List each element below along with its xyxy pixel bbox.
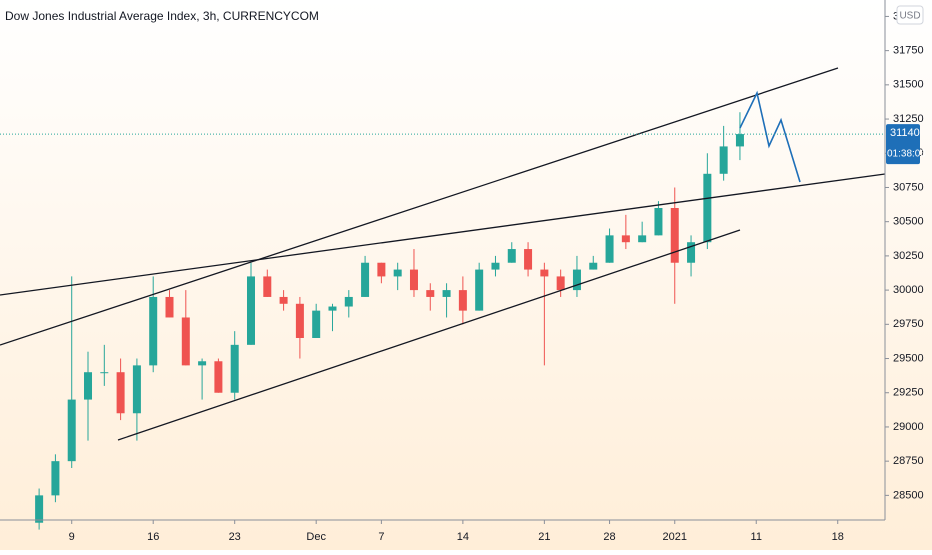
y-tick-label: 30500 xyxy=(893,216,924,228)
y-tick-label: 28750 xyxy=(893,455,924,467)
candle-body xyxy=(181,317,190,366)
candle-body xyxy=(735,134,744,147)
y-tick-label: 31250 xyxy=(893,113,924,125)
chart-title: Dow Jones Industrial Average Index, 3h, … xyxy=(5,9,319,23)
trend-line xyxy=(0,67,839,346)
candle-body xyxy=(312,310,321,338)
candle-body xyxy=(344,296,353,307)
candle-body xyxy=(719,146,728,174)
candle-body xyxy=(507,249,516,263)
candle-body xyxy=(116,372,125,414)
candle-body xyxy=(556,276,565,291)
candle-body xyxy=(540,269,549,277)
y-tick-label: 28500 xyxy=(893,489,924,501)
candle-body xyxy=(393,269,402,277)
candle-body xyxy=(687,242,696,263)
y-tick-label: 29250 xyxy=(893,387,924,399)
y-tick-label: 30000 xyxy=(893,284,924,296)
countdown-label: 01:38:03 xyxy=(887,149,926,160)
x-tick-label: Dec xyxy=(306,531,326,543)
candle-body xyxy=(35,495,44,523)
candle-body xyxy=(361,262,370,297)
candle-body xyxy=(572,269,581,291)
x-tick-label: 14 xyxy=(457,531,469,543)
candle-body xyxy=(670,208,679,263)
currency-box xyxy=(896,5,924,25)
y-tick-label: 29500 xyxy=(893,352,924,364)
candle-body xyxy=(295,303,304,338)
y-tick-label: 30250 xyxy=(893,250,924,262)
candle-body xyxy=(149,296,158,366)
candle-body xyxy=(409,269,418,291)
projection-path xyxy=(739,90,801,183)
candle-body xyxy=(279,296,288,304)
currency-label: USD xyxy=(899,11,920,22)
y-tick-label: 31750 xyxy=(893,45,924,57)
x-tick-label: 16 xyxy=(147,531,159,543)
candle-body xyxy=(51,461,60,496)
y-tick-label: 30750 xyxy=(893,181,924,193)
x-tick-label: 7 xyxy=(378,531,384,543)
candle-body xyxy=(84,372,93,400)
x-tick-label: 18 xyxy=(832,531,844,543)
candle-body xyxy=(230,344,239,393)
y-tick-label: 29750 xyxy=(893,318,924,330)
candle-body xyxy=(703,173,712,243)
plot-area xyxy=(35,112,744,530)
candle-body xyxy=(198,361,207,366)
candle-body xyxy=(377,262,386,277)
x-tick-label: 28 xyxy=(603,531,615,543)
candle-body xyxy=(214,361,223,393)
candle-body xyxy=(458,290,467,311)
candle-body xyxy=(132,365,141,414)
candle-body xyxy=(524,249,533,270)
candle-body xyxy=(67,399,76,462)
candle-body xyxy=(654,208,663,236)
candle-body xyxy=(475,269,484,311)
candle-body xyxy=(589,262,598,270)
candle-body xyxy=(246,276,255,345)
candle-body xyxy=(442,290,451,297)
candle-body xyxy=(263,276,272,297)
trend-line xyxy=(117,229,741,441)
x-tick-label: 2021 xyxy=(663,531,687,543)
x-tick-label: 11 xyxy=(751,531,762,543)
candle-body xyxy=(328,306,337,311)
last-price-box xyxy=(886,124,920,165)
candle-body xyxy=(605,235,614,263)
y-tick-label: 29000 xyxy=(893,421,924,433)
candle-body xyxy=(165,296,174,318)
y-tick-label: 31500 xyxy=(893,79,924,91)
candle-body xyxy=(638,235,647,243)
trend-line xyxy=(0,173,886,296)
x-tick-label: 9 xyxy=(69,531,75,543)
candle-body xyxy=(621,235,630,243)
drawings xyxy=(0,67,886,441)
candle-body xyxy=(100,372,109,374)
last-price-label: 31140 xyxy=(890,127,920,139)
candle-body xyxy=(426,290,435,297)
x-tick-label: 23 xyxy=(229,531,241,543)
x-tick-label: 21 xyxy=(538,531,550,543)
candle-body xyxy=(491,262,500,270)
